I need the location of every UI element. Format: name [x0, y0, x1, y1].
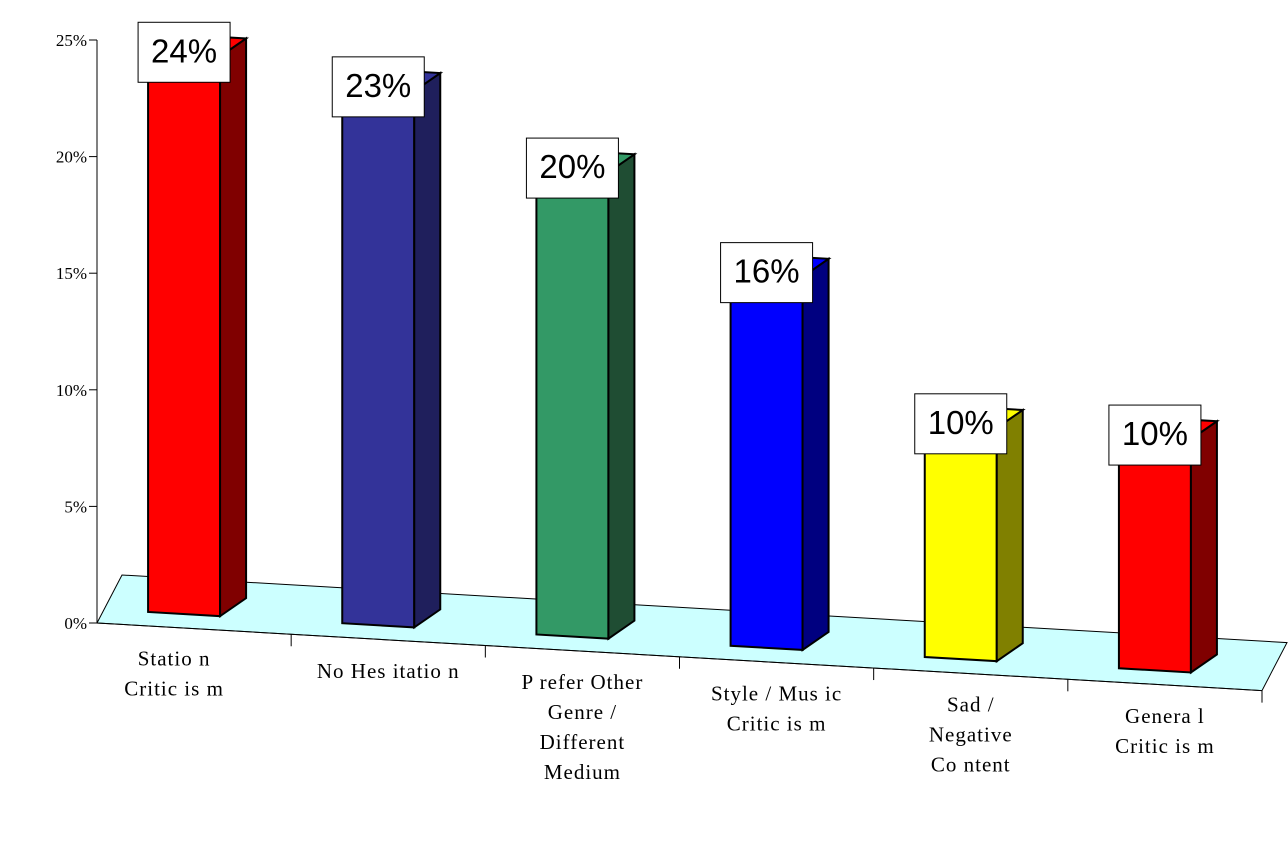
- y-tick-label: 20%: [56, 148, 87, 167]
- bar-4: [729, 271, 804, 651]
- data-label-box: [1108, 404, 1202, 466]
- data-label: 24%: [151, 32, 217, 69]
- bar-5: [923, 422, 998, 663]
- data-label-box: [137, 21, 231, 83]
- data-label-box: [720, 242, 814, 304]
- data-label-box: [331, 56, 425, 118]
- data-label: 23%: [345, 67, 411, 104]
- y-tick-label: 15%: [56, 264, 87, 283]
- bar-side-4: [801, 256, 830, 652]
- chart-floor: [96, 574, 1288, 692]
- data-label: 20%: [539, 148, 605, 185]
- bar-side-2: [413, 71, 442, 630]
- x-tick-label: No Hes itatio n: [317, 659, 460, 683]
- y-tick-label: 5%: [64, 497, 87, 516]
- y-tick-label: 10%: [56, 381, 87, 400]
- bar-6: [1117, 434, 1192, 674]
- bar-1: [147, 51, 222, 618]
- bar-side-3: [607, 152, 636, 641]
- bar-side-1: [219, 36, 248, 619]
- bar-3: [535, 167, 610, 640]
- data-label: 10%: [1122, 415, 1188, 452]
- data-label: 10%: [928, 404, 994, 441]
- x-tick-label: Genera l Critic is m: [1115, 704, 1215, 758]
- data-label: 16%: [734, 253, 800, 290]
- y-tick-label: 25%: [56, 31, 87, 50]
- x-tick-label: P refer Other Genre / Different Medium: [521, 670, 643, 784]
- x-tick-label: Style / Mus ic Critic is m: [711, 681, 842, 735]
- data-label-box: [525, 137, 619, 199]
- bar-2: [341, 85, 416, 629]
- data-label-box: [914, 393, 1008, 455]
- y-tick-label: 0%: [64, 614, 87, 633]
- x-tick-label: Sad / Negative Co ntent: [929, 693, 1013, 777]
- x-tick-label: Statio n Critic is m: [124, 646, 224, 700]
